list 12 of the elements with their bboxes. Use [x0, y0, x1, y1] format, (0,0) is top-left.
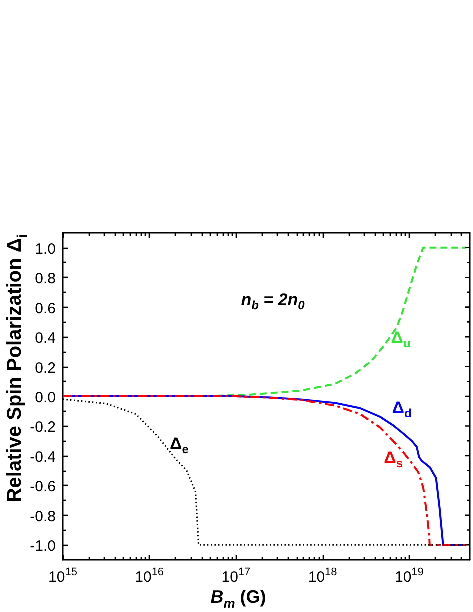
- y-tick-label: 1.0: [35, 240, 56, 258]
- y-tick-label: -0.6: [30, 478, 56, 496]
- y-tick-label: 0.8: [35, 270, 56, 288]
- y-tick-label: -0.4: [30, 448, 56, 466]
- y-tick-label: 0.0: [35, 390, 56, 406]
- y-axis-title: Relative Spin Polarization Δi: [4, 234, 30, 503]
- y-tick-label: 0.6: [35, 300, 56, 318]
- y-tick-label: -0.2: [30, 419, 56, 436]
- y-tick-label: -1.0: [30, 538, 56, 556]
- y-tick-label: 0.4: [35, 330, 56, 348]
- y-tick-label: -0.8: [30, 508, 56, 526]
- y-tick-label: 0.2: [35, 360, 56, 377]
